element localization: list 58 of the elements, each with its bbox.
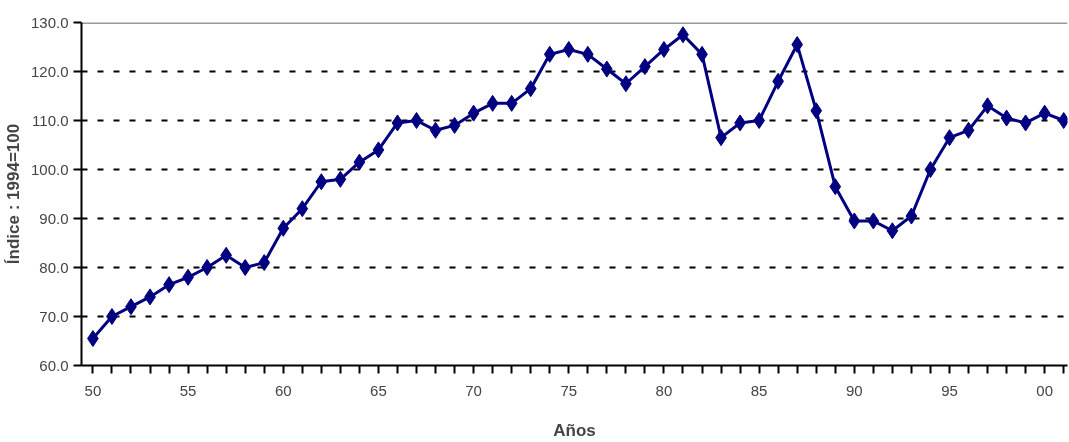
point <box>810 102 823 120</box>
point <box>353 153 366 171</box>
point <box>867 212 880 230</box>
point <box>543 45 556 63</box>
y-tick-label: 60.0 <box>39 356 69 374</box>
point <box>924 161 937 178</box>
point <box>943 129 956 147</box>
y-tick-label: 90.0 <box>39 209 69 227</box>
point <box>962 121 975 139</box>
x-tick-label: 75 <box>560 381 578 399</box>
point <box>905 207 918 225</box>
point <box>258 254 271 272</box>
x-tick-label: 55 <box>179 381 197 399</box>
point <box>334 170 347 188</box>
point <box>791 36 804 54</box>
x-tick-label: 50 <box>84 381 102 399</box>
point <box>1038 104 1051 122</box>
point <box>848 212 861 230</box>
x-tick-label: 00 <box>1036 381 1053 399</box>
y-tick-label: 100.0 <box>30 160 69 178</box>
y-axis-title: Índice : 1994=100 <box>3 123 23 265</box>
x-tick-label: 80 <box>655 381 673 399</box>
point <box>239 259 252 276</box>
x-tick-label: 90 <box>845 381 863 399</box>
point <box>753 112 765 129</box>
point <box>505 94 518 112</box>
x-tick-label: 85 <box>750 381 768 399</box>
point <box>981 97 994 115</box>
point <box>581 45 594 63</box>
y-tick-label: 130.0 <box>30 13 69 31</box>
point <box>201 259 213 276</box>
point <box>315 173 328 191</box>
x-tick-label: 70 <box>465 381 482 399</box>
point <box>429 121 442 139</box>
x-tick-label: 60 <box>274 381 292 399</box>
y-tick-label: 110.0 <box>32 111 69 129</box>
y-tick-label: 70.0 <box>39 307 69 325</box>
point <box>1000 109 1013 127</box>
point <box>410 112 423 129</box>
y-tick-label: 120.0 <box>30 62 69 80</box>
x-tick-label: 65 <box>370 381 387 399</box>
point <box>772 72 785 90</box>
point <box>829 178 842 196</box>
point <box>391 114 404 132</box>
point <box>448 116 461 134</box>
point <box>524 80 537 98</box>
point <box>372 141 385 159</box>
y-tick-label: 80.0 <box>39 258 69 276</box>
x-tick-label: 95 <box>941 381 958 399</box>
point <box>562 40 575 58</box>
point <box>296 200 309 218</box>
point <box>1019 114 1032 132</box>
point <box>886 222 899 240</box>
point <box>486 94 499 112</box>
point <box>106 308 118 325</box>
point <box>467 104 480 122</box>
x-axis-title: Años <box>553 420 596 440</box>
point <box>277 219 290 237</box>
